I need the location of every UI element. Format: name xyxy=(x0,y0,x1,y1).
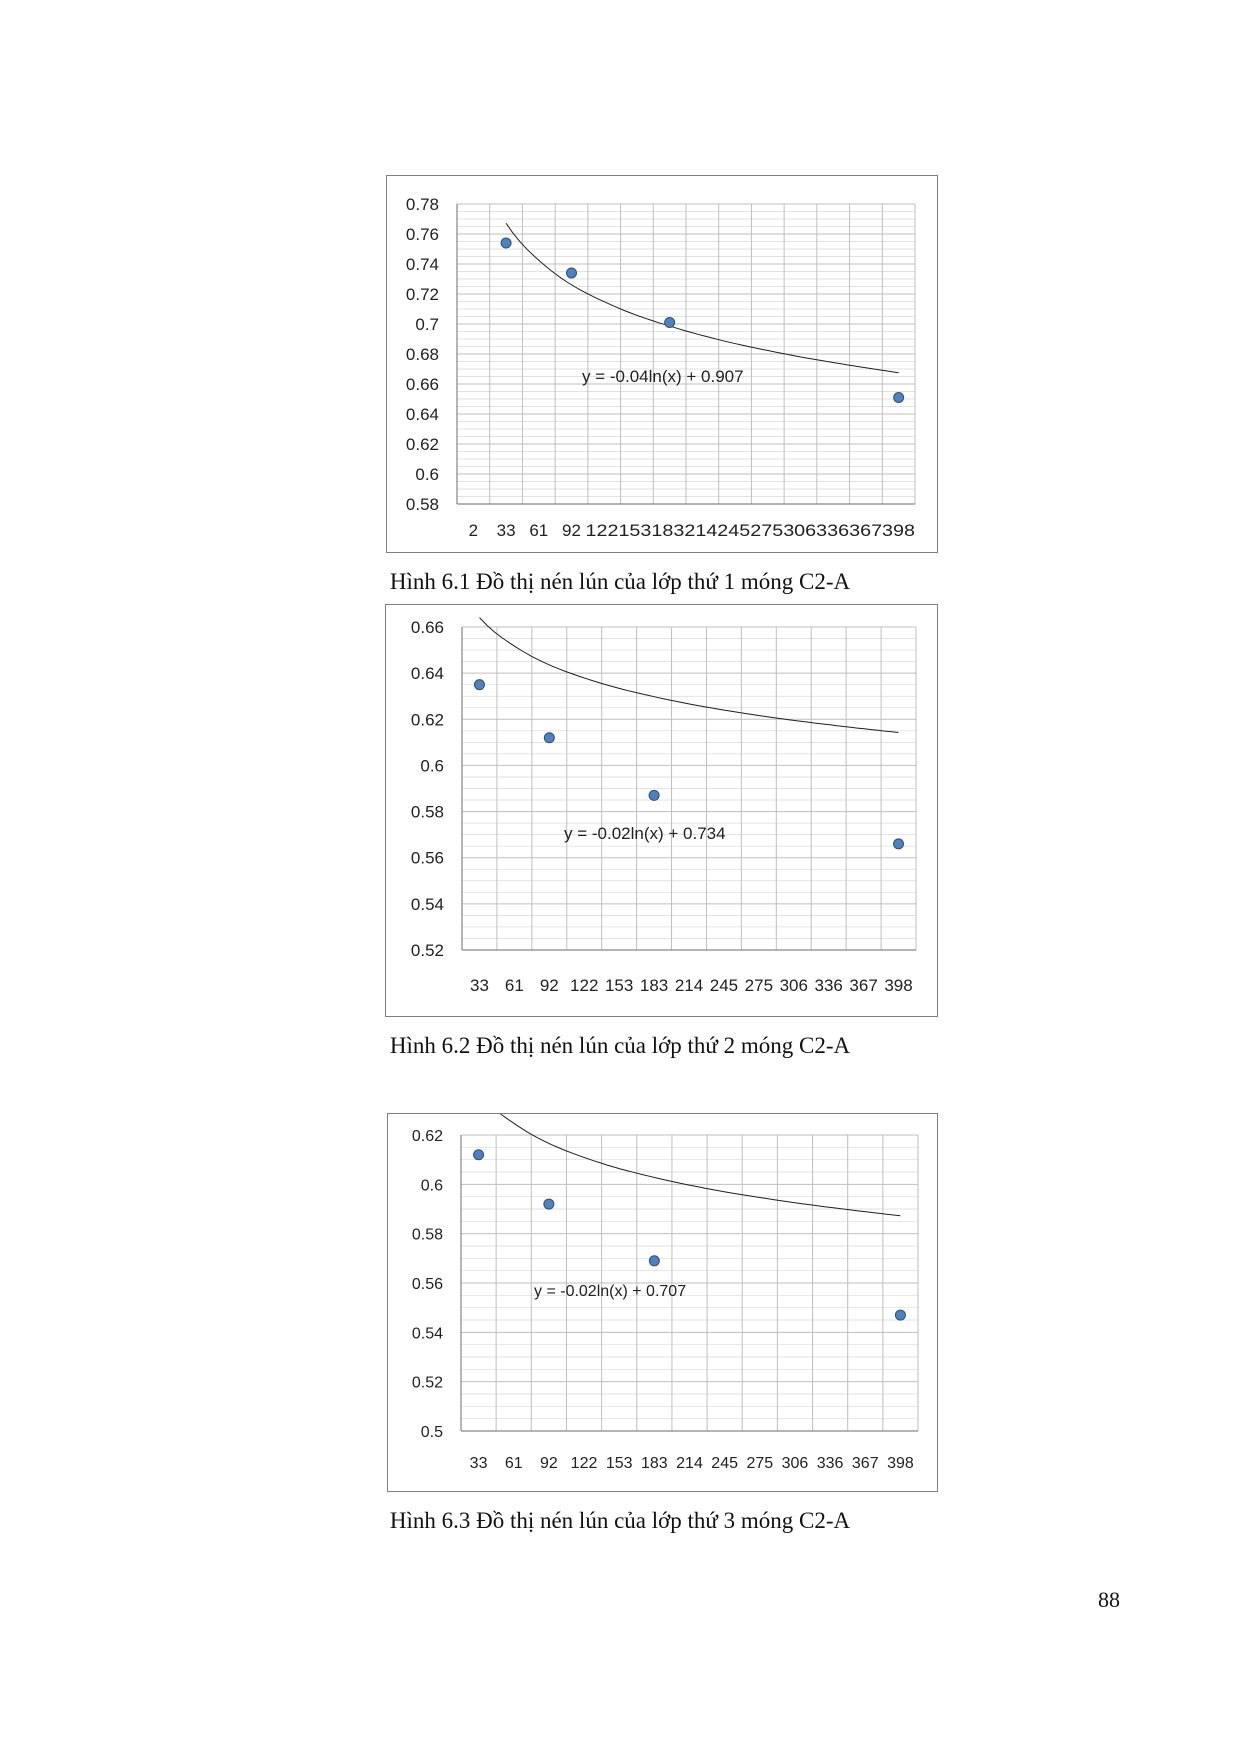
chart-3-x-tick-label: 183 xyxy=(641,1455,668,1472)
chart-3-y-tick-label: 0.54 xyxy=(412,1325,443,1342)
chart-2-y-tick-label: 0.62 xyxy=(411,710,444,729)
chart-1-data-point xyxy=(893,392,905,403)
chart-2-x-tick-label: 275 xyxy=(745,976,773,995)
page-number: 88 xyxy=(1098,1587,1120,1612)
chart-2-x-tick-label: 245 xyxy=(710,976,738,995)
chart-1-data-point xyxy=(664,317,676,328)
chart-2-data-point xyxy=(473,679,485,691)
chart-3-y-tick-label: 0.52 xyxy=(412,1375,443,1392)
chart-2-y-tick-label: 0.58 xyxy=(411,803,444,822)
chart-1-data-point xyxy=(500,237,512,249)
chart-1-data-point xyxy=(566,267,577,279)
chart-1-y-tick-label: 0.7 xyxy=(415,315,439,334)
chart-1-trendline-equation: y = -0.04ln(x) + 0.907 xyxy=(582,367,744,386)
chart-2-x-tick-label: 61 xyxy=(505,976,524,995)
chart-2-x-tick-label: 214 xyxy=(675,976,703,995)
chart-3-svg: 0.62 0.6 0.58 0.56 0.54 0.52 0.5 33 61 92 122 153 18… xyxy=(412,1114,919,1472)
chart-3-x-tick-label: 214 xyxy=(676,1455,703,1472)
chart-2-frame: 0.66 0.64 0.62 0.6 0.58 0.56 0.54 0.52 33 61 92 122… xyxy=(385,604,938,1017)
chart-3-x-tick-label: 306 xyxy=(782,1455,809,1472)
chart-3-y-tick-label: 0.62 xyxy=(412,1128,443,1145)
chart-2-x-tick-label: 398 xyxy=(884,976,912,995)
chart-3-y-tick-label: 0.6 xyxy=(421,1177,443,1194)
chart-2-y-tick-label: 0.66 xyxy=(411,618,444,637)
chart-2-x-tick-label: 92 xyxy=(540,976,559,995)
chart-2-data-point xyxy=(648,789,660,801)
chart-2-y-tick-label: 0.56 xyxy=(411,849,444,868)
chart-2-x-tick-label: 153 xyxy=(605,976,633,995)
chart-2-y-tick-label: 0.64 xyxy=(411,664,444,683)
chart-1-x-tick-label: 122153183214245275306336367398 xyxy=(586,521,916,540)
chart-3-gridlines xyxy=(460,1134,919,1432)
chart-2-y-tick-label: 0.6 xyxy=(420,756,444,775)
chart-2-gridlines xyxy=(461,626,917,951)
chart-3-x-tick-label: 122 xyxy=(571,1455,598,1472)
chart-1-y-tick-label: 0.58 xyxy=(406,495,439,514)
chart-3-x-tick-label: 275 xyxy=(746,1455,773,1472)
chart-1-x-tick-label: 61 xyxy=(529,521,548,540)
chart-1-gridlines xyxy=(456,203,916,505)
chart-3-x-tick-label: 61 xyxy=(505,1455,523,1472)
chart-1-frame: 0.78 0.76 0.74 0.72 0.7 0.68 0.66 0.64 0.62 0.6 0.… xyxy=(386,175,938,553)
chart-3-trendline-equation: y = -0.02ln(x) + 0.707 xyxy=(534,1283,686,1300)
chart-2-x-tick-label: 367 xyxy=(849,976,877,995)
chart-1-trendline xyxy=(505,223,899,374)
chart-2-x-tick-label: 336 xyxy=(815,976,843,995)
chart-3-y-tick-label: 0.5 xyxy=(421,1424,443,1441)
chart-1-y-tick-label: 0.64 xyxy=(406,405,439,424)
chart-1-y-tick-label: 0.68 xyxy=(406,345,439,364)
chart-3-data-point xyxy=(648,1255,660,1267)
chart-1-y-tick-label: 0.72 xyxy=(406,285,439,304)
chart-1-y-tick-label: 0.66 xyxy=(406,375,439,394)
chart-2-data-point xyxy=(893,838,905,850)
chart-3-data-point xyxy=(894,1309,906,1321)
chart-3-caption: Hình 6.3 Đồ thị nén lún của lớp thứ 3 mó… xyxy=(389,1508,851,1533)
chart-2-x-tick-label: 306 xyxy=(780,976,808,995)
chart-1-y-tick-label: 0.76 xyxy=(406,225,439,244)
chart-1-x-tick-label: 2 xyxy=(469,521,478,540)
chart-2-y-tick-label: 0.52 xyxy=(411,941,444,960)
chart-3-x-tick-label: 367 xyxy=(852,1455,879,1472)
chart-1-y-tick-label: 0.78 xyxy=(406,195,439,214)
chart-3-frame: 0.62 0.6 0.58 0.56 0.54 0.52 0.5 33 61 92 122 153 18… xyxy=(387,1113,938,1492)
chart-3-x-tick-label: 398 xyxy=(887,1455,914,1472)
chart-2-x-tick-label: 33 xyxy=(470,976,489,995)
chart-3-data-point xyxy=(543,1198,555,1210)
chart-2-data-point xyxy=(543,732,555,744)
chart-1-caption: Hình 6.1 Đồ thị nén lún của lớp thứ 1 mó… xyxy=(389,569,851,594)
chart-2-y-tick-label: 0.54 xyxy=(411,895,444,914)
chart-2-caption: Hình 6.2 Đồ thị nén lún của lớp thứ 2 mó… xyxy=(389,1033,851,1058)
chart-1-y-tick-label: 0.6 xyxy=(415,465,439,484)
chart-1-svg: 0.78 0.76 0.74 0.72 0.7 0.68 0.66 0.64 0.62 0.6 0.… xyxy=(406,195,916,540)
chart-2-svg: 0.66 0.64 0.62 0.6 0.58 0.56 0.54 0.52 33 61 92 122… xyxy=(411,617,917,995)
chart-1-x-tick-label: 33 xyxy=(497,521,516,540)
chart-3-y-tick-label: 0.56 xyxy=(412,1276,443,1293)
chart-3-x-tick-label: 336 xyxy=(817,1455,844,1472)
chart-1-x-tick-label: 92 xyxy=(562,521,581,540)
chart-3-y-tick-label: 0.58 xyxy=(412,1227,443,1244)
chart-3-x-tick-label: 33 xyxy=(470,1455,488,1472)
chart-2-trendline-equation: y = -0.02ln(x) + 0.734 xyxy=(564,824,726,843)
chart-3-x-tick-label: 153 xyxy=(606,1455,633,1472)
chart-2-trendline xyxy=(479,617,899,733)
chart-2-x-tick-label: 183 xyxy=(640,976,668,995)
chart-3-data-point xyxy=(473,1149,485,1161)
chart-3-trendline xyxy=(499,1114,901,1217)
chart-3-x-tick-label: 245 xyxy=(711,1455,738,1472)
chart-2-x-tick-label: 122 xyxy=(570,976,598,995)
chart-1-y-tick-label: 0.62 xyxy=(406,435,439,454)
chart-3-x-tick-label: 92 xyxy=(540,1455,558,1472)
chart-1-y-tick-label: 0.74 xyxy=(406,255,439,274)
